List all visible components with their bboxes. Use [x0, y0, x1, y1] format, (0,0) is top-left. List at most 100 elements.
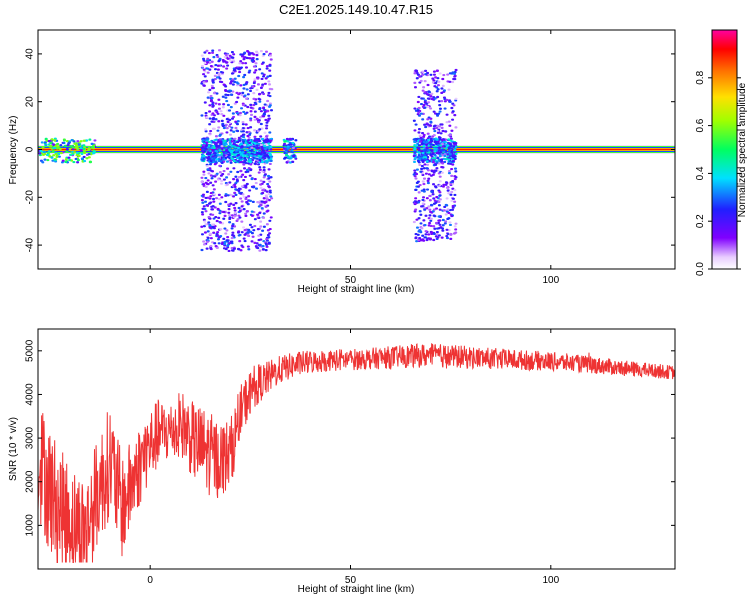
spectral-point	[204, 128, 208, 131]
spectral-point	[433, 227, 437, 230]
spectral-point	[438, 208, 442, 211]
spectral-point	[422, 196, 426, 199]
spectral-point	[265, 190, 269, 193]
spectral-point	[436, 236, 440, 239]
spectral-point	[235, 81, 239, 84]
spectral-point	[253, 71, 257, 74]
spectral-point	[443, 154, 447, 157]
spectral-point	[227, 208, 231, 211]
spectral-point	[261, 83, 265, 86]
spectral-point	[214, 215, 218, 219]
spectral-point	[212, 92, 216, 95]
spectral-point	[210, 84, 214, 88]
spectral-point	[414, 208, 418, 211]
spectral-point	[254, 62, 258, 65]
spectral-point	[291, 141, 295, 145]
spectral-point	[206, 168, 210, 171]
spectral-point	[447, 149, 451, 152]
spectral-point	[253, 155, 257, 158]
spectral-point	[255, 58, 259, 61]
spectral-point	[218, 80, 222, 83]
spectral-point	[449, 233, 453, 236]
spectral-point	[229, 159, 233, 162]
spectral-point	[234, 175, 238, 178]
spectral-point	[216, 55, 220, 58]
spectral-point	[420, 164, 424, 168]
spectral-point	[429, 143, 433, 146]
spectral-point	[292, 143, 296, 147]
spectral-point	[269, 139, 273, 142]
spectral-point	[268, 162, 272, 166]
spectral-point	[202, 243, 206, 246]
spectral-point	[212, 152, 216, 155]
spectral-point	[412, 220, 416, 224]
spectral-point	[427, 151, 431, 154]
spectral-point	[243, 73, 247, 77]
spectral-point	[451, 208, 455, 211]
spectral-point	[444, 213, 448, 216]
spectral-point	[217, 107, 221, 110]
spectral-point	[225, 67, 229, 70]
spectral-point	[416, 233, 420, 236]
spectral-point	[200, 233, 204, 236]
y-tick-label: 2000	[25, 470, 36, 493]
spectral-point	[415, 181, 419, 184]
colorbar-tick-label: 0.0	[695, 262, 706, 276]
spectral-point	[222, 114, 226, 117]
spectral-point	[268, 189, 272, 192]
spectral-point	[87, 147, 91, 150]
spectral-point	[285, 161, 289, 164]
spectral-point	[419, 222, 423, 225]
spectral-point	[249, 103, 253, 106]
spectral-point	[268, 180, 272, 183]
spectral-point	[437, 215, 441, 218]
spectral-point	[202, 183, 206, 186]
spectral-point	[264, 77, 268, 80]
spectral-point	[242, 179, 246, 182]
spectral-point	[241, 103, 245, 107]
spectral-point	[228, 109, 232, 112]
spectral-point	[452, 156, 456, 159]
spectral-point	[242, 163, 246, 166]
spectral-point	[71, 148, 75, 151]
spectral-point	[209, 169, 213, 172]
spectral-point	[269, 54, 273, 57]
spectral-point	[291, 160, 295, 163]
spectral-point	[244, 83, 248, 86]
spectral-point	[220, 152, 224, 156]
spectral-point	[441, 166, 445, 169]
spectral-point	[269, 216, 273, 219]
spectral-point	[207, 155, 211, 159]
spectral-point	[218, 221, 222, 224]
spectral-point	[212, 146, 216, 149]
spectral-point	[76, 147, 80, 150]
spectral-point	[417, 131, 421, 134]
spectral-point	[232, 142, 236, 146]
spectral-point	[418, 163, 422, 167]
spectral-point	[224, 156, 228, 159]
spectral-point	[41, 153, 45, 156]
spectral-point	[452, 232, 456, 235]
spectral-point	[453, 177, 457, 181]
spectral-point	[423, 223, 427, 227]
spectral-point	[217, 98, 221, 101]
spectral-point	[415, 77, 419, 80]
spectral-point	[447, 171, 451, 175]
spectral-point	[228, 118, 232, 122]
spectral-point	[266, 182, 270, 186]
y-tick-label: 40	[25, 48, 36, 60]
spectrogram-marks	[38, 49, 675, 253]
spectral-point	[209, 237, 213, 240]
spectral-point	[267, 192, 271, 196]
spectral-point	[431, 161, 435, 164]
spectral-point	[239, 53, 243, 56]
spectral-point	[454, 126, 458, 129]
spectral-point	[234, 201, 238, 205]
spectral-point	[448, 223, 452, 227]
spectral-point	[263, 154, 267, 157]
spectral-point	[93, 150, 97, 153]
spectral-point	[208, 110, 212, 113]
spectral-point	[447, 217, 451, 220]
colorbar-tick-label: 0.2	[695, 214, 706, 228]
spectral-point	[230, 157, 234, 160]
